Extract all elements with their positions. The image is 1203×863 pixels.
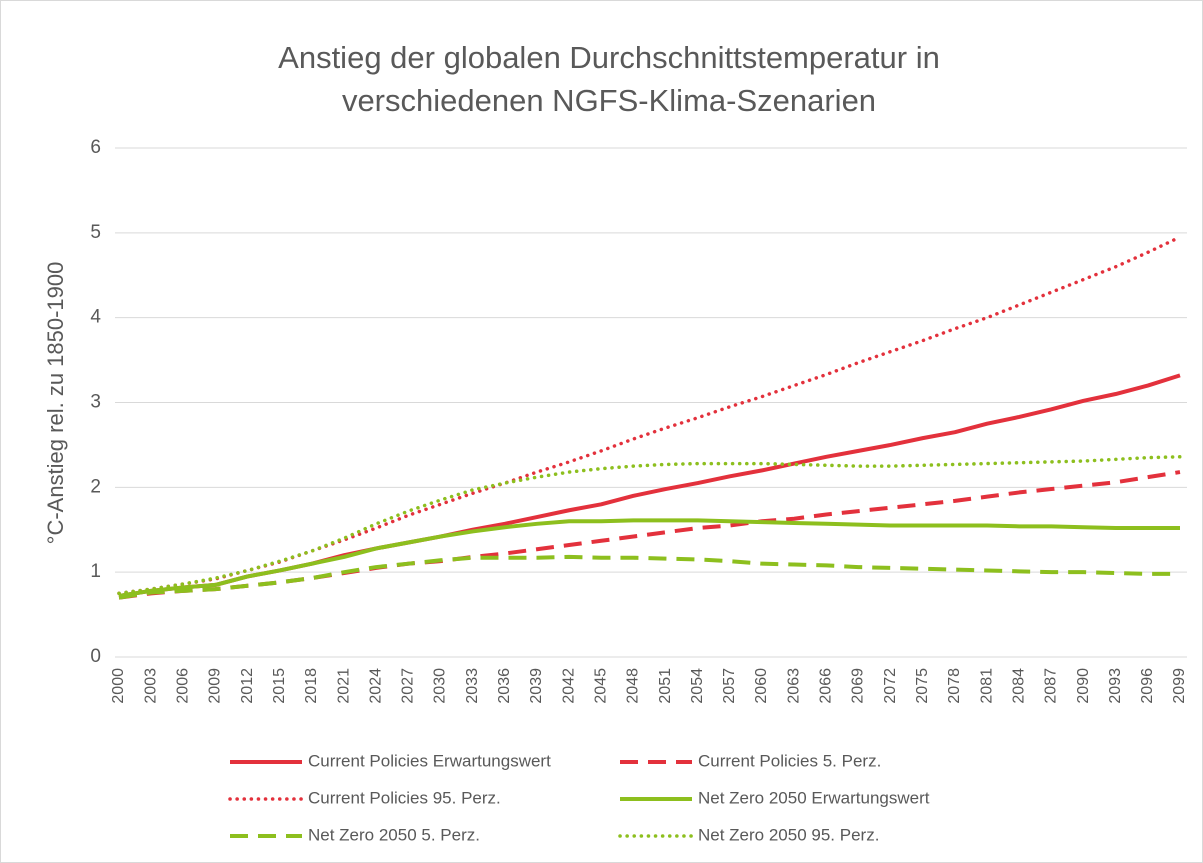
x-tick-label: 2084 xyxy=(1010,668,1027,704)
legend-label: Current Policies Erwartungswert xyxy=(308,751,551,770)
line-series xyxy=(117,235,1182,596)
y-tick-label: 1 xyxy=(90,561,101,582)
x-tick-label: 2000 xyxy=(110,668,127,704)
x-tick-label: 2036 xyxy=(496,668,513,704)
x-tick-label: 2042 xyxy=(560,668,577,704)
x-tick-label: 2057 xyxy=(721,668,738,704)
x-tick-label: 2051 xyxy=(657,668,674,704)
x-tick-label: 2027 xyxy=(400,668,417,704)
legend-label: Net Zero 2050 Erwartungswert xyxy=(698,788,930,807)
x-tick-label: 2009 xyxy=(207,668,224,704)
x-tick-label: 2066 xyxy=(818,668,835,704)
x-tick-label: 2078 xyxy=(946,668,963,704)
line-series xyxy=(118,554,1180,600)
x-tick-label: 2072 xyxy=(882,668,899,704)
chart-title: Anstieg der globalen Durchschnittstemper… xyxy=(278,40,940,75)
x-tick-label: 2075 xyxy=(914,668,931,704)
x-tick-label: 2048 xyxy=(625,668,642,704)
x-tick-label: 2045 xyxy=(592,668,609,704)
x-tick-label: 2024 xyxy=(367,668,384,704)
x-tick-label: 2096 xyxy=(1139,668,1156,704)
x-tick-label: 2087 xyxy=(1043,668,1060,704)
x-tick-label: 2003 xyxy=(142,668,159,704)
x-tick-label: 2012 xyxy=(239,668,256,704)
x-tick-label: 2063 xyxy=(785,668,802,704)
legend-label: Net Zero 2050 95. Perz. xyxy=(698,825,879,844)
x-tick-label: 2099 xyxy=(1171,668,1188,704)
line-series xyxy=(118,518,1180,598)
legend-label: Current Policies 5. Perz. xyxy=(698,751,881,770)
legend-label: Current Policies 95. Perz. xyxy=(308,788,501,807)
line-series xyxy=(117,455,1182,596)
x-tick-label: 2090 xyxy=(1075,668,1092,704)
x-tick-label: 2054 xyxy=(689,668,706,704)
x-tick-label: 2006 xyxy=(175,668,192,704)
x-tick-label: 2093 xyxy=(1107,668,1124,704)
y-tick-label: 0 xyxy=(90,646,101,667)
x-tick-label: 2015 xyxy=(271,668,288,704)
x-tick-label: 2069 xyxy=(850,668,867,704)
x-tick-label: 2060 xyxy=(753,668,770,704)
chart-title: verschiedenen NGFS-Klima-Szenarien xyxy=(342,83,876,118)
y-tick-label: 2 xyxy=(90,476,101,497)
legend-label: Net Zero 2050 5. Perz. xyxy=(308,825,480,844)
x-tick-label: 2081 xyxy=(978,668,995,704)
x-tick-label: 2039 xyxy=(528,668,545,704)
y-tick-label: 6 xyxy=(90,137,101,158)
x-tick-label: 2018 xyxy=(303,668,320,704)
y-axis-label: °C-Anstieg rel. zu 1850-1900 xyxy=(43,262,68,545)
x-tick-label: 2021 xyxy=(335,668,352,704)
x-tick-label: 2030 xyxy=(432,668,449,704)
y-tick-label: 4 xyxy=(90,307,101,328)
y-tick-label: 5 xyxy=(90,222,101,243)
x-tick-label: 2033 xyxy=(464,668,481,704)
y-tick-label: 3 xyxy=(90,392,101,413)
